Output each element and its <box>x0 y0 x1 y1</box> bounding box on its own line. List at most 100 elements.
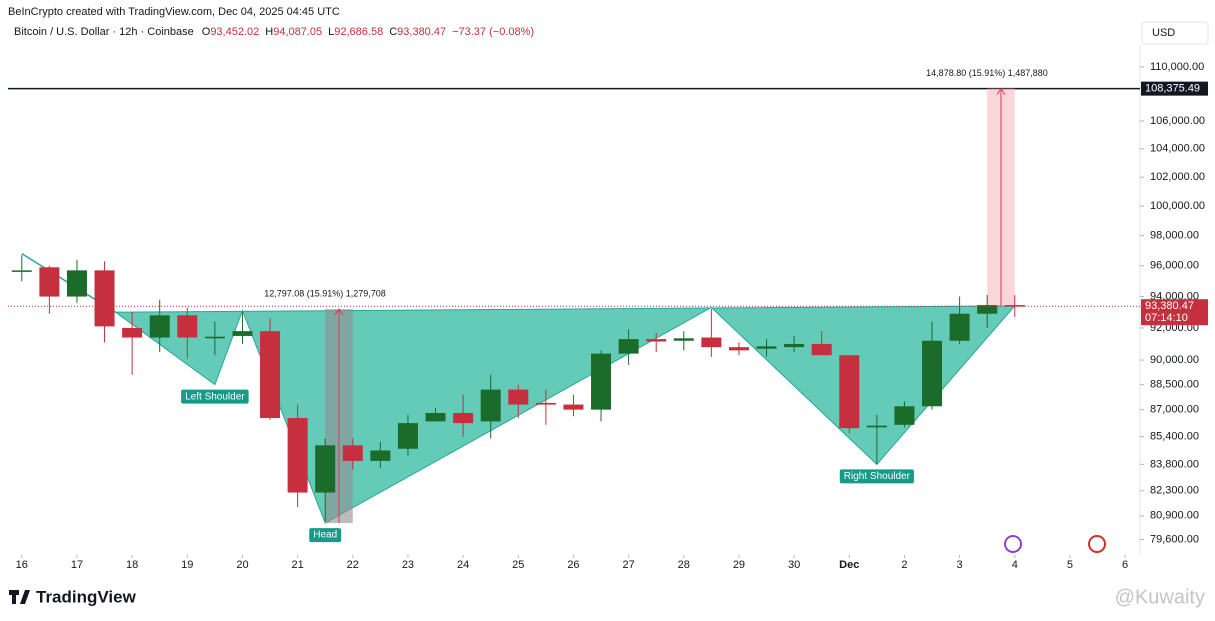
x-tick-label: 21 <box>291 559 303 571</box>
change: −73.37 (−0.08%) <box>452 26 534 38</box>
y-tick-label: 96,000.00 <box>1150 260 1199 272</box>
candle-body <box>39 267 60 297</box>
x-tick-label: 16 <box>16 559 28 571</box>
candle-body <box>977 305 998 314</box>
candle-body <box>94 270 115 327</box>
x-tick-label: 28 <box>678 559 690 571</box>
candle-body <box>784 343 805 348</box>
candle-body <box>315 445 336 493</box>
candle-body <box>756 346 777 349</box>
candle-body <box>177 315 198 338</box>
candle-body <box>342 445 363 461</box>
y-tick-label: 87,000.00 <box>1150 404 1199 416</box>
measure-label: 14,878.80 (15.91%) 1,487,880 <box>926 68 1048 78</box>
x-tick-label: 2 <box>901 559 907 571</box>
chart-header: Bitcoin / U.S. Dollar · 12h · Coinbase O9… <box>14 26 534 38</box>
candle-body <box>894 406 915 425</box>
candle-body <box>563 404 584 410</box>
candle-body <box>370 450 391 461</box>
x-tick-label: 18 <box>126 559 138 571</box>
x-tick-label: 17 <box>71 559 83 571</box>
y-tick-label: 85,400.00 <box>1150 431 1199 443</box>
ohlc-key: L <box>328 26 334 38</box>
y-tick-label: 80,900.00 <box>1150 510 1199 522</box>
x-tick-label: 4 <box>1012 559 1018 571</box>
candle-body <box>1004 305 1025 307</box>
currency-box <box>1141 21 1209 45</box>
price-line-label: 108,375.49 <box>1145 83 1200 95</box>
candle-body <box>839 355 860 429</box>
measure-arrow-head <box>334 308 344 316</box>
candle-body <box>287 418 308 493</box>
x-tick-label: 6 <box>1122 559 1128 571</box>
last-price-box <box>1141 299 1208 326</box>
credit: BeInCrypto created with TradingView.com,… <box>8 6 340 18</box>
chart-title: Bitcoin / U.S. Dollar · 12h · Coinbase <box>14 26 194 38</box>
brand: TradingView <box>36 587 137 606</box>
candle-body <box>591 353 612 410</box>
price-line-box <box>1141 81 1208 96</box>
watermark: @Kuwaity <box>1115 586 1205 608</box>
event-icon[interactable] <box>1088 535 1106 553</box>
ohlc-key: H <box>265 26 273 38</box>
y-tick-label: 90,000.00 <box>1150 354 1199 366</box>
x-tick-label: 25 <box>512 559 524 571</box>
candle-body <box>397 423 418 449</box>
annotation-label: Left Shoulder <box>185 391 245 402</box>
plot <box>8 87 1140 524</box>
candle-body <box>260 331 281 419</box>
y-tick-label: 106,000.00 <box>1150 115 1205 127</box>
candle-body <box>204 336 225 339</box>
x-tick-label: 5 <box>1067 559 1073 571</box>
x-tick-label: 30 <box>788 559 800 571</box>
candle-body <box>811 343 832 356</box>
annotation-box <box>839 469 914 484</box>
candle-body <box>480 389 501 422</box>
event-icon[interactable] <box>1004 535 1022 553</box>
x-tick-label: 29 <box>733 559 745 571</box>
y-tick-label: 82,300.00 <box>1150 485 1199 497</box>
currency: USD <box>1152 27 1175 39</box>
candle-body <box>11 270 32 272</box>
candle-body <box>673 338 694 341</box>
candle-body <box>66 270 87 297</box>
y-tick-label: 88,500.00 <box>1150 379 1199 391</box>
candle-body <box>949 313 970 341</box>
candle-body <box>508 389 529 405</box>
y-tick-label: 110,000.00 <box>1150 61 1204 73</box>
candle-body <box>728 347 749 351</box>
measure-arrow-head <box>996 87 1006 95</box>
x-tick-label: 3 <box>957 559 963 571</box>
candle-body <box>149 315 170 338</box>
candle-body <box>122 327 143 338</box>
candle-body <box>866 425 887 428</box>
y-tick-label: 104,000.00 <box>1150 143 1205 155</box>
ohlc-value: 94,087.05 <box>273 26 322 38</box>
annotation-label: Head <box>313 530 337 541</box>
ohlc-key: C <box>389 26 397 38</box>
candle-body <box>453 412 474 424</box>
y-tick-label: 79,600.00 <box>1150 533 1199 545</box>
candle-body <box>232 331 253 336</box>
y-tick-label: 102,000.00 <box>1150 171 1205 183</box>
ohlc-value: 93,380.47 <box>397 26 446 38</box>
annotation-box <box>181 389 249 404</box>
y-tick-label: 98,000.00 <box>1150 230 1199 242</box>
last-price-label: 93,380.47 <box>1145 300 1194 312</box>
ohlc-value: 93,452.02 <box>210 26 259 38</box>
ohlc-key: O <box>202 26 211 38</box>
candle-body <box>646 339 667 342</box>
x-tick-label: 19 <box>181 559 193 571</box>
logo-mark <box>20 590 30 604</box>
logo-mark <box>12 590 16 604</box>
annotation-label: Right Shoulder <box>844 471 911 482</box>
candle-body <box>535 402 556 405</box>
candle-body <box>425 412 446 422</box>
countdown: 07:14:10 <box>1145 312 1188 324</box>
x-tick-label: 23 <box>402 559 414 571</box>
x-tick-label: 27 <box>622 559 634 571</box>
y-tick-label: 83,800.00 <box>1150 458 1199 470</box>
annotation-box <box>309 528 342 543</box>
x-tick-label: 26 <box>567 559 579 571</box>
